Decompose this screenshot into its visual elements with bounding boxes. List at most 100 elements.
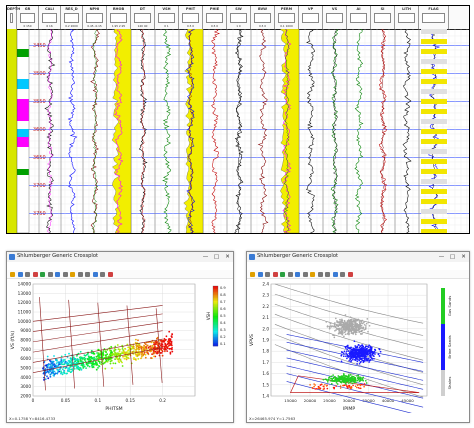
maximize-button[interactable]: □ bbox=[449, 254, 456, 260]
data-point bbox=[355, 326, 358, 329]
colorbar-segment bbox=[213, 337, 218, 339]
track-header[interactable]: BVW 0.5 0 bbox=[251, 6, 275, 29]
toolbar-tool-icon[interactable] bbox=[280, 271, 285, 277]
toolbar-tool-icon[interactable] bbox=[32, 271, 38, 277]
data-point bbox=[142, 353, 145, 356]
data-point bbox=[79, 366, 81, 369]
track-header[interactable]: NPHI 0.45 -0.15 bbox=[83, 6, 107, 29]
toolbar-tool-icon[interactable] bbox=[62, 271, 68, 277]
track-header[interactable]: SW 1 0 bbox=[227, 6, 251, 29]
crossplot-window-left[interactable]: Shlumberger Generic Crossplot — □ ✕ File… bbox=[6, 251, 234, 423]
close-button[interactable]: ✕ bbox=[461, 254, 466, 260]
data-point bbox=[340, 328, 342, 331]
toolbar-tool-icon[interactable] bbox=[347, 271, 353, 277]
maximize-button[interactable]: □ bbox=[213, 254, 220, 260]
toolbar-tool-icon[interactable] bbox=[77, 271, 83, 277]
track-header[interactable]: VP bbox=[299, 6, 323, 29]
track-header[interactable]: GR 0 150 bbox=[17, 6, 39, 29]
crossplot-ip-vpvs[interactable]: 1.4 1.5 1.6 1.7 1.8 1.9 2.0 2.1 2.2 2.3 2.4 15000 20… bbox=[247, 278, 467, 413]
data-point bbox=[334, 375, 336, 378]
data-point bbox=[348, 321, 350, 324]
toolbar-tool-icon[interactable] bbox=[295, 271, 300, 277]
track-header[interactable]: VS bbox=[323, 6, 347, 29]
toolbar-tool-icon[interactable] bbox=[92, 271, 98, 277]
track-header[interactable]: DT 140 40 bbox=[131, 6, 155, 29]
data-point bbox=[336, 328, 339, 331]
track-header[interactable]: PERM 0.1 1000 bbox=[275, 6, 299, 29]
data-point bbox=[337, 332, 340, 335]
data-point bbox=[69, 366, 72, 368]
data-point bbox=[349, 320, 352, 323]
track-header[interactable]: RES_D 0.2 2000 bbox=[61, 6, 83, 29]
toolbar-tool-icon[interactable] bbox=[257, 271, 263, 277]
track-header[interactable]: SI bbox=[371, 6, 395, 29]
flag-block bbox=[421, 169, 447, 174]
toolbar-tool-icon[interactable] bbox=[47, 271, 53, 277]
track-range: 1.95 2.95 bbox=[111, 24, 126, 28]
track-header[interactable]: RHOB 1.95 2.95 bbox=[107, 6, 131, 29]
toolbar-tool-icon[interactable] bbox=[85, 271, 90, 277]
data-point bbox=[93, 356, 96, 359]
track-header[interactable]: VSH 0 1 bbox=[155, 6, 179, 29]
data-point bbox=[44, 372, 47, 375]
data-point bbox=[53, 365, 56, 368]
data-point bbox=[126, 343, 129, 346]
data-point bbox=[365, 357, 367, 360]
toolbar-tool-icon[interactable] bbox=[272, 271, 278, 277]
close-button[interactable]: ✕ bbox=[225, 254, 230, 260]
data-point bbox=[125, 358, 128, 361]
toolbar-tool-icon[interactable] bbox=[25, 271, 30, 277]
data-point bbox=[62, 371, 65, 374]
track-header[interactable]: AI bbox=[347, 6, 371, 29]
toolbar-tool-icon[interactable] bbox=[340, 271, 345, 277]
data-point bbox=[124, 351, 126, 354]
data-point bbox=[343, 335, 345, 338]
data-point bbox=[350, 352, 352, 355]
data-point bbox=[106, 360, 109, 363]
log-tracks[interactable]: 3450 3500 3550 3600 3650 3700 3750 bbox=[7, 29, 469, 233]
toolbar-tool-icon[interactable] bbox=[17, 271, 23, 277]
toolbar-tool-icon[interactable] bbox=[265, 271, 270, 277]
data-point bbox=[313, 385, 315, 388]
toolbar-tool-icon[interactable] bbox=[55, 271, 60, 277]
toolbar-tool-icon[interactable] bbox=[107, 271, 113, 277]
toolbar-tool-icon[interactable] bbox=[332, 271, 338, 277]
toolbar-tool-icon[interactable] bbox=[325, 271, 330, 277]
track-header[interactable]: LITH bbox=[395, 6, 419, 29]
minimize-button[interactable]: — bbox=[438, 254, 445, 260]
toolbar-tool-icon[interactable] bbox=[310, 271, 315, 277]
crossplot-window-right[interactable]: Shlumberger Generic Crossplot — □ ✕ File… bbox=[246, 251, 470, 423]
data-point bbox=[87, 356, 90, 358]
toolbar-tool-icon[interactable] bbox=[70, 271, 75, 277]
track-header[interactable]: FLAG bbox=[419, 6, 449, 29]
data-point bbox=[83, 356, 86, 359]
data-point bbox=[334, 322, 336, 324]
track-header[interactable]: PHIE 0.5 0 bbox=[203, 6, 227, 29]
toolbar-tool-icon[interactable] bbox=[100, 271, 105, 277]
track-header[interactable]: CALI 6 16 bbox=[39, 6, 61, 29]
data-point bbox=[82, 367, 85, 369]
minimize-button[interactable]: — bbox=[202, 254, 209, 260]
toolbar-tool-icon[interactable] bbox=[250, 271, 255, 277]
toolbar-tool-icon[interactable] bbox=[40, 271, 45, 277]
data-point bbox=[348, 379, 351, 381]
data-point bbox=[345, 374, 347, 377]
data-point bbox=[337, 321, 340, 323]
crossplot-phit-vs[interactable]: 2000 3000 4000 5000 6000 7000 8000 9000 10000 110… bbox=[7, 278, 231, 413]
log-curve bbox=[402, 29, 412, 233]
toolbar-tool-icon[interactable] bbox=[10, 271, 15, 277]
data-point bbox=[109, 360, 112, 363]
data-point bbox=[72, 356, 75, 359]
data-point bbox=[315, 388, 318, 390]
flag-block bbox=[421, 99, 447, 104]
data-point bbox=[168, 330, 171, 333]
toolbar-tool-icon[interactable] bbox=[317, 271, 323, 277]
toolbar-tool-icon[interactable] bbox=[302, 271, 308, 277]
toolbar-tool-icon[interactable] bbox=[287, 271, 293, 277]
track-header[interactable]: DEPTH bbox=[7, 6, 20, 29]
menu-bar: File Tools View Overlay Help bbox=[7, 262, 233, 279]
data-point bbox=[329, 322, 332, 325]
well-log-panel[interactable]: DEPTH GR 0 150 CALI 6 16 RES_D 0.2 2000 NPHI 0.4… bbox=[6, 5, 470, 234]
track-header[interactable]: PHIT 0.5 0 bbox=[179, 6, 203, 29]
data-point bbox=[359, 383, 362, 386]
